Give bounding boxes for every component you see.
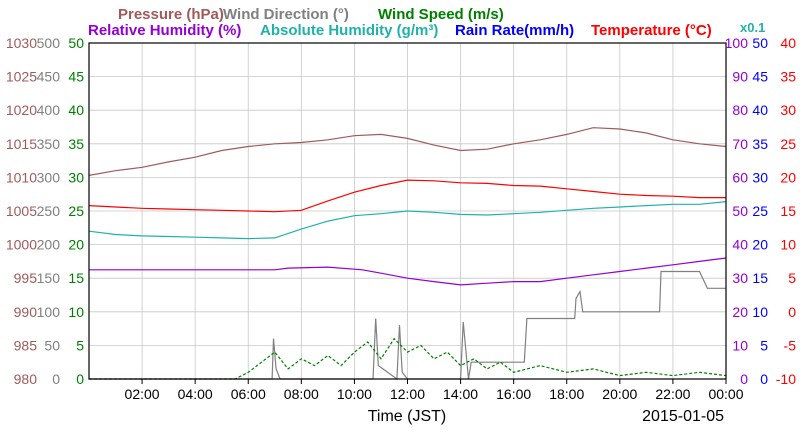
y-tick-label-rain-rate: 40: [752, 102, 768, 118]
y-tick-label-wind-speed: 20: [68, 237, 84, 253]
y-tick-label-pressure: 1025: [6, 69, 37, 85]
x-tick-label: 00:00: [708, 386, 743, 402]
y-tick-label-relative-humidity: 80: [732, 102, 748, 118]
x-tick-label: 08:00: [284, 386, 319, 402]
y-tick-label-relative-humidity: 40: [732, 237, 748, 253]
y-tick-label-temperature: 30: [780, 102, 796, 118]
series-line-temperature-c: [88, 179, 726, 213]
y-tick-label-rain-rate: 15: [752, 270, 768, 286]
y-tick-label-wind-speed: 10: [68, 304, 84, 320]
y-tick-label-relative-humidity: 60: [732, 169, 748, 185]
y-tick-label-relative-humidity: 100: [725, 35, 749, 51]
y-tick-label-wind-speed: 30: [68, 169, 84, 185]
y-tick-label-rain-rate: 25: [752, 203, 768, 219]
y-tick-label-relative-humidity: 20: [732, 304, 748, 320]
y-tick-label-wind-direction: 250: [37, 203, 61, 219]
y-tick-label-pressure: 1005: [6, 203, 37, 219]
series-line-relative-humidity: [89, 257, 727, 286]
y-tick-label-wind-direction: 50: [44, 337, 60, 353]
y-tick-label-temperature: 15: [780, 203, 796, 219]
y-tick-label-rain-rate: 45: [752, 69, 768, 85]
y-tick-label-wind-direction: 0: [52, 371, 60, 387]
y-tick-label-pressure: 1015: [6, 136, 37, 152]
legend-scale-note: x0.1: [740, 20, 765, 35]
y-tick-label-pressure: 980: [14, 371, 38, 387]
legend-absolute-humidity: Absolute Humidity (g/m³): [260, 22, 438, 39]
legend-wind-speed: Wind Speed (m/s): [378, 6, 504, 23]
y-tick-label-wind-speed: 40: [68, 102, 84, 118]
y-tick-label-temperature: 25: [780, 136, 796, 152]
y-tick-label-wind-direction: 200: [37, 237, 61, 253]
x-axis-label: Time (JST): [368, 408, 447, 425]
legend-wind-direction: Wind Direction (°): [223, 6, 349, 23]
y-tick-label-relative-humidity: 30: [732, 270, 748, 286]
y-tick-label-temperature: 0: [788, 304, 796, 320]
y-tick-label-pressure: 990: [14, 304, 38, 320]
x-tick-label: 06:00: [231, 386, 266, 402]
y-tick-label-temperature: 5: [788, 270, 796, 286]
x-tick-label: 14:00: [443, 386, 478, 402]
y-tick-label-pressure: 1030: [6, 35, 37, 51]
y-tick-label-wind-speed: 0: [76, 371, 84, 387]
y-tick-label-rain-rate: 5: [760, 337, 768, 353]
y-tick-label-wind-direction: 150: [37, 270, 61, 286]
y-tick-label-relative-humidity: 70: [732, 136, 748, 152]
y-tick-label-temperature: 20: [780, 169, 796, 185]
y-tick-label-wind-direction: 350: [37, 136, 61, 152]
y-tick-label-wind-speed: 50: [68, 35, 84, 51]
series-line-absolute-humidity-g-m: [88, 201, 727, 240]
y-tick-label-pressure: 1000: [6, 237, 37, 253]
axes-layer: 02:00 04:00 06:00 08:00 10:00 12:00 14:00 16:00…: [6, 35, 796, 402]
y-tick-label-temperature: 40: [780, 35, 796, 51]
legend-relative-humidity: Relative Humidity (%): [88, 22, 241, 39]
y-tick-label-wind-speed: 5: [76, 337, 84, 353]
y-tick-label-relative-humidity: 90: [732, 69, 748, 85]
y-tick-label-wind-direction: 100: [37, 304, 61, 320]
y-tick-label-relative-humidity: 0: [740, 371, 748, 387]
series-line-wind-speed-m-s: [89, 337, 727, 380]
y-tick-label-wind-speed: 15: [68, 270, 84, 286]
y-tick-label-pressure: 995: [14, 270, 38, 286]
y-tick-label-temperature: -5: [784, 337, 797, 353]
legend-rain-rate: Rain Rate(mm/h): [455, 22, 574, 39]
x-tick-label: 16:00: [496, 386, 531, 402]
y-tick-label-rain-rate: 50: [752, 35, 768, 51]
x-tick-label: 12:00: [390, 386, 425, 402]
y-tick-label-pressure: 1010: [6, 169, 37, 185]
x-tick-label: 02:00: [125, 386, 160, 402]
y-tick-label-wind-speed: 45: [68, 69, 84, 85]
y-tick-label-wind-direction: 500: [37, 35, 61, 51]
legend-pressure: Pressure (hPa): [118, 6, 224, 23]
y-tick-label-wind-speed: 35: [68, 136, 84, 152]
y-tick-label-relative-humidity: 50: [732, 203, 748, 219]
y-tick-label-rain-rate: 0: [760, 371, 768, 387]
date-label: 2015-01-05: [642, 408, 724, 425]
y-tick-label-rain-rate: 30: [752, 169, 768, 185]
x-tick-label: 22:00: [655, 386, 690, 402]
y-tick-label-rain-rate: 10: [752, 304, 768, 320]
y-tick-label-relative-humidity: 10: [732, 337, 748, 353]
y-tick-label-wind-direction: 300: [37, 169, 61, 185]
y-tick-label-temperature: 35: [780, 69, 796, 85]
y-tick-label-wind-direction: 450: [37, 69, 61, 85]
y-tick-label-rain-rate: 20: [752, 237, 768, 253]
y-tick-label-temperature: -10: [776, 371, 796, 387]
y-tick-label-wind-speed: 25: [68, 203, 84, 219]
x-tick-label: 18:00: [549, 386, 584, 402]
y-tick-label-pressure: 1020: [6, 102, 37, 118]
x-tick-label: 20:00: [602, 386, 637, 402]
series-line-pressure-hpa: [88, 127, 727, 176]
y-tick-label-rain-rate: 35: [752, 136, 768, 152]
y-tick-label-temperature: 10: [780, 237, 796, 253]
x-tick-label: 04:00: [178, 386, 213, 402]
y-tick-label-wind-direction: 400: [37, 102, 61, 118]
x-tick-label: 10:00: [337, 386, 372, 402]
legend-temperature: Temperature (°C): [591, 22, 712, 39]
y-tick-label-pressure: 985: [14, 337, 38, 353]
